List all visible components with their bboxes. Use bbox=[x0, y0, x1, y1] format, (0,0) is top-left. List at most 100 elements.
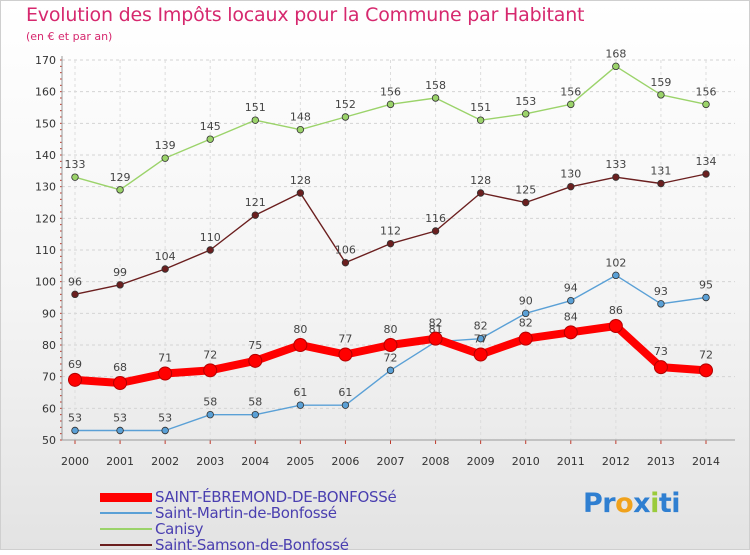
data-label: 106 bbox=[335, 244, 356, 257]
data-label: 77 bbox=[474, 333, 488, 346]
legend-swatch bbox=[100, 512, 152, 514]
data-point bbox=[657, 91, 665, 99]
y-tick-label: 160 bbox=[35, 86, 56, 99]
data-label: 159 bbox=[650, 76, 671, 89]
data-point bbox=[657, 179, 665, 188]
y-tick-label: 90 bbox=[42, 307, 56, 320]
data-label: 130 bbox=[560, 168, 581, 181]
y-tick-label: 120 bbox=[35, 212, 56, 225]
data-label: 84 bbox=[564, 310, 578, 323]
data-point bbox=[116, 281, 124, 289]
x-tick-label: 2004 bbox=[241, 455, 269, 468]
data-point bbox=[431, 94, 440, 102]
data-label: 128 bbox=[470, 174, 491, 187]
x-tick-label: 2002 bbox=[151, 455, 179, 468]
y-tick-label: 170 bbox=[35, 54, 56, 67]
data-label: 96 bbox=[68, 275, 82, 288]
legend-label: Saint-Samson-de-Bonfossé bbox=[155, 536, 349, 554]
data-point bbox=[116, 426, 124, 435]
data-label: 125 bbox=[515, 184, 536, 197]
data-label: 61 bbox=[338, 386, 352, 399]
data-label: 81 bbox=[429, 323, 443, 336]
data-label: 104 bbox=[155, 250, 176, 263]
data-label: 53 bbox=[113, 412, 127, 425]
data-point bbox=[113, 376, 128, 390]
data-point bbox=[612, 271, 620, 280]
data-point bbox=[341, 258, 350, 267]
data-label: 133 bbox=[605, 158, 626, 171]
y-tick-label: 50 bbox=[42, 434, 56, 447]
data-point bbox=[206, 410, 214, 419]
data-point bbox=[338, 347, 353, 362]
y-tick-label: 140 bbox=[35, 149, 56, 162]
x-tick-label: 2013 bbox=[647, 455, 675, 468]
data-point bbox=[653, 360, 668, 375]
data-label: 80 bbox=[384, 323, 398, 336]
data-label: 72 bbox=[384, 351, 398, 364]
data-point bbox=[473, 347, 488, 362]
y-tick-label: 110 bbox=[35, 244, 56, 257]
data-point bbox=[161, 426, 169, 435]
data-label: 151 bbox=[470, 101, 491, 114]
data-point bbox=[161, 154, 169, 162]
data-point bbox=[341, 401, 350, 409]
data-point bbox=[657, 300, 665, 308]
data-label: 72 bbox=[203, 348, 217, 361]
data-point bbox=[612, 173, 620, 181]
data-label: 95 bbox=[699, 279, 713, 292]
y-tick-label: 100 bbox=[35, 276, 56, 289]
data-label: 82 bbox=[429, 317, 443, 330]
data-label: 134 bbox=[696, 155, 717, 168]
data-label: 75 bbox=[248, 339, 262, 352]
data-point bbox=[383, 338, 398, 352]
x-tick-label: 2008 bbox=[422, 455, 450, 468]
data-point bbox=[612, 62, 620, 71]
data-label: 94 bbox=[564, 282, 578, 295]
data-point bbox=[608, 319, 623, 333]
data-point bbox=[293, 338, 308, 352]
logo-letters: o bbox=[615, 488, 634, 519]
data-label: 151 bbox=[245, 101, 266, 114]
x-tick-label: 2009 bbox=[467, 455, 495, 468]
data-point bbox=[206, 246, 214, 254]
x-tick-label: 2010 bbox=[512, 455, 540, 468]
data-label: 61 bbox=[293, 386, 307, 399]
y-tick-label: 150 bbox=[35, 117, 56, 130]
data-label: 156 bbox=[560, 85, 581, 98]
data-point bbox=[116, 186, 124, 194]
data-label: 129 bbox=[110, 171, 131, 184]
data-point bbox=[71, 290, 79, 299]
data-label: 121 bbox=[245, 196, 266, 209]
x-tick-label: 2011 bbox=[557, 455, 585, 468]
data-point bbox=[158, 366, 173, 381]
data-label: 139 bbox=[155, 139, 176, 152]
legend-label: Canisy bbox=[155, 520, 204, 538]
data-label: 168 bbox=[605, 47, 626, 60]
data-label: 112 bbox=[380, 225, 401, 238]
data-label: 156 bbox=[380, 85, 401, 98]
y-tick-label: 60 bbox=[42, 402, 56, 415]
legend-label: Saint-Martin-de-Bonfossé bbox=[155, 504, 337, 522]
data-point bbox=[71, 426, 79, 435]
data-point bbox=[518, 331, 533, 346]
data-label: 145 bbox=[200, 120, 221, 133]
proxiti-logo: Proxiti bbox=[583, 488, 681, 519]
y-tick-label: 130 bbox=[35, 181, 56, 194]
x-tick-label: 2006 bbox=[331, 455, 359, 468]
data-point bbox=[567, 296, 575, 305]
data-point bbox=[476, 334, 485, 343]
chart-subtitle: (en € et par an) bbox=[26, 30, 113, 43]
data-point bbox=[161, 265, 169, 273]
data-point bbox=[522, 110, 530, 118]
data-point bbox=[296, 125, 305, 134]
data-label: 158 bbox=[425, 79, 446, 92]
data-point bbox=[248, 353, 263, 368]
data-label: 133 bbox=[65, 158, 86, 171]
x-tick-label: 2007 bbox=[377, 455, 405, 468]
data-label: 58 bbox=[203, 396, 217, 409]
data-label: 93 bbox=[654, 285, 668, 298]
data-point bbox=[702, 293, 710, 302]
data-point bbox=[522, 309, 530, 318]
data-label: 148 bbox=[290, 111, 311, 124]
